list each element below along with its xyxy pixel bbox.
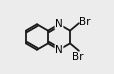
Text: Br: Br bbox=[79, 17, 90, 27]
Text: N: N bbox=[55, 19, 62, 29]
Text: N: N bbox=[55, 45, 62, 55]
Text: Br: Br bbox=[72, 52, 83, 62]
